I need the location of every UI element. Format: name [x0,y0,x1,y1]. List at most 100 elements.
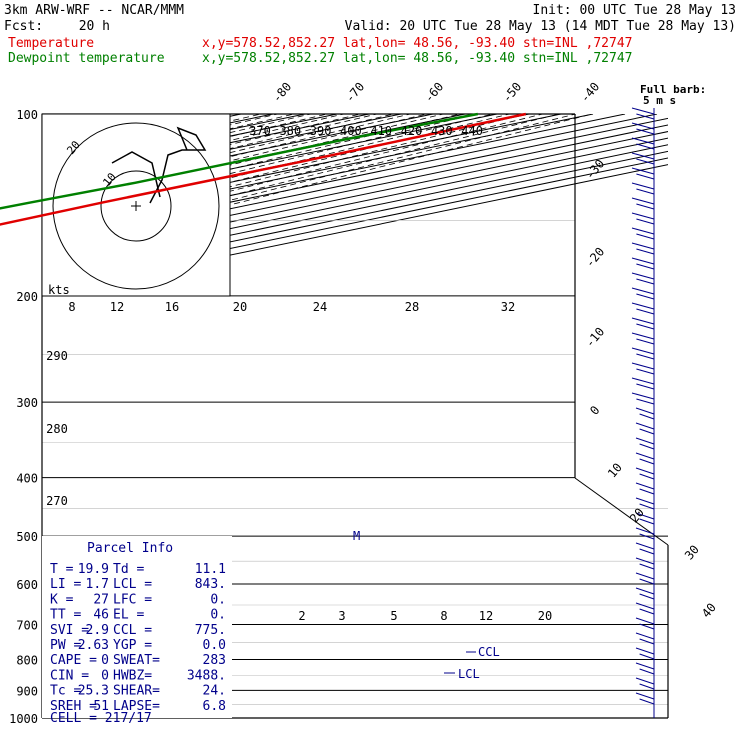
parcel-field: 19.9 [78,562,109,577]
wind-barb [631,302,655,310]
model-title: 3km ARW-WRF -- NCAR/MMM [4,3,184,18]
wind-barb [639,458,655,465]
temperature-label: 30 [682,542,702,562]
theta-label: 440 [461,124,483,138]
wind-barb [639,473,655,480]
mixing-ratio-label: 12 [479,609,493,623]
low-theta-label: 280 [46,422,68,436]
wind-barb [639,518,655,525]
wind-barb [631,317,655,325]
wind-barb [631,332,655,340]
wind-barb [639,608,655,615]
parcel-box-bg [42,536,232,718]
wind-barb [636,398,655,405]
pressure-label: 200 [16,290,38,304]
wind-barb [631,122,655,130]
wind-barb [635,497,655,505]
wind-barb [635,467,655,475]
parcel-field: 0. [210,592,226,607]
wind-barb [639,668,655,675]
hodograph-ring-10 [100,170,172,242]
hodograph-ring-20 [52,122,220,290]
parcel-field: SHEAR= [113,684,160,699]
parcel-field: LCL = [113,577,152,592]
barb-legend-title: Full barb: [640,83,706,96]
mixing-ratio-label: 3 [338,609,345,623]
wind-barb [636,218,655,225]
wind-barb [639,548,655,555]
wind-barb [635,677,655,685]
kts-label: kts [48,283,70,297]
temperature-label: 10 [605,460,625,480]
wind-barb [636,158,655,165]
barb-legend-unit: 5 m s [643,94,676,107]
isotherm-line [42,124,668,255]
theta-label: 370 [249,124,271,138]
fcst-value: 20 h [79,19,110,34]
parcel-field: Td = [113,562,144,577]
parcel-field: 46 [93,608,109,623]
wind-barb [635,527,655,535]
isotherm-line [42,150,668,282]
wind-barb [635,542,655,550]
wind-barb [636,173,655,180]
parcel-field: 0 [101,668,109,683]
pressure-label: 500 [16,530,38,544]
wind-barb [636,338,655,345]
wind-barb [631,212,655,220]
fcst-label: Fcst: [4,19,43,34]
parcel-field: YGP = [113,638,152,653]
parcel-field: 25.3 [78,684,109,699]
wind-barb [636,293,655,300]
parcel-field: K = [50,592,74,607]
wind-barb [636,353,655,360]
wind-barb [635,587,655,595]
wind-barb [635,572,655,580]
low-theta-label: 270 [46,494,68,508]
dewpoint-legend: Dewpoint temperature [8,51,165,66]
parcel-field: LAPSE= [113,699,160,714]
wind-barb [639,683,655,690]
temperature-label: -40 [578,80,603,106]
wind-barb [636,143,655,150]
wind-barb [636,113,655,120]
wind-barb [635,557,655,565]
wind-barb [639,593,655,600]
wind-barb [631,197,655,205]
temperature-label: 0 [587,403,602,418]
wind-barb [636,233,655,240]
isotherm-line [42,164,668,295]
parcel-field: CIN = [50,668,89,683]
wind-barb [631,242,655,250]
parcel-field: 24. [203,684,226,699]
wind-barb [631,152,655,160]
wind-barbs [631,107,655,718]
wind-barb [635,422,655,430]
parcel-field: SREH = [50,699,97,714]
wind-barb [635,482,655,490]
kts-tick-label: 12 [110,300,124,314]
wind-barb [631,227,655,235]
wind-barb [636,128,655,135]
parcel-field: 3488. [187,668,226,683]
wind-barb [631,347,655,355]
isotherm-line [42,131,668,262]
valid-time: Valid: 20 UTC Tue 28 May 13 (14 MDT Tue … [345,19,736,34]
wind-barb [636,278,655,285]
temperature-label: -80 [270,80,295,106]
wind-barb [631,257,655,265]
wind-barb [639,443,655,450]
wind-barb [635,452,655,460]
wind-barb [639,578,655,585]
wind-barb [636,188,655,195]
init-time: Init: 00 UTC Tue 28 May 13 [533,3,737,18]
parcel-field: TT = [50,608,81,623]
parcel-field: 27 [93,592,109,607]
wind-barb [639,638,655,645]
marker-ccl: CCL [478,645,500,659]
theta-label: 430 [431,124,453,138]
theta-label: 380 [279,124,301,138]
wind-barb [631,182,655,190]
wind-barb [635,632,655,640]
